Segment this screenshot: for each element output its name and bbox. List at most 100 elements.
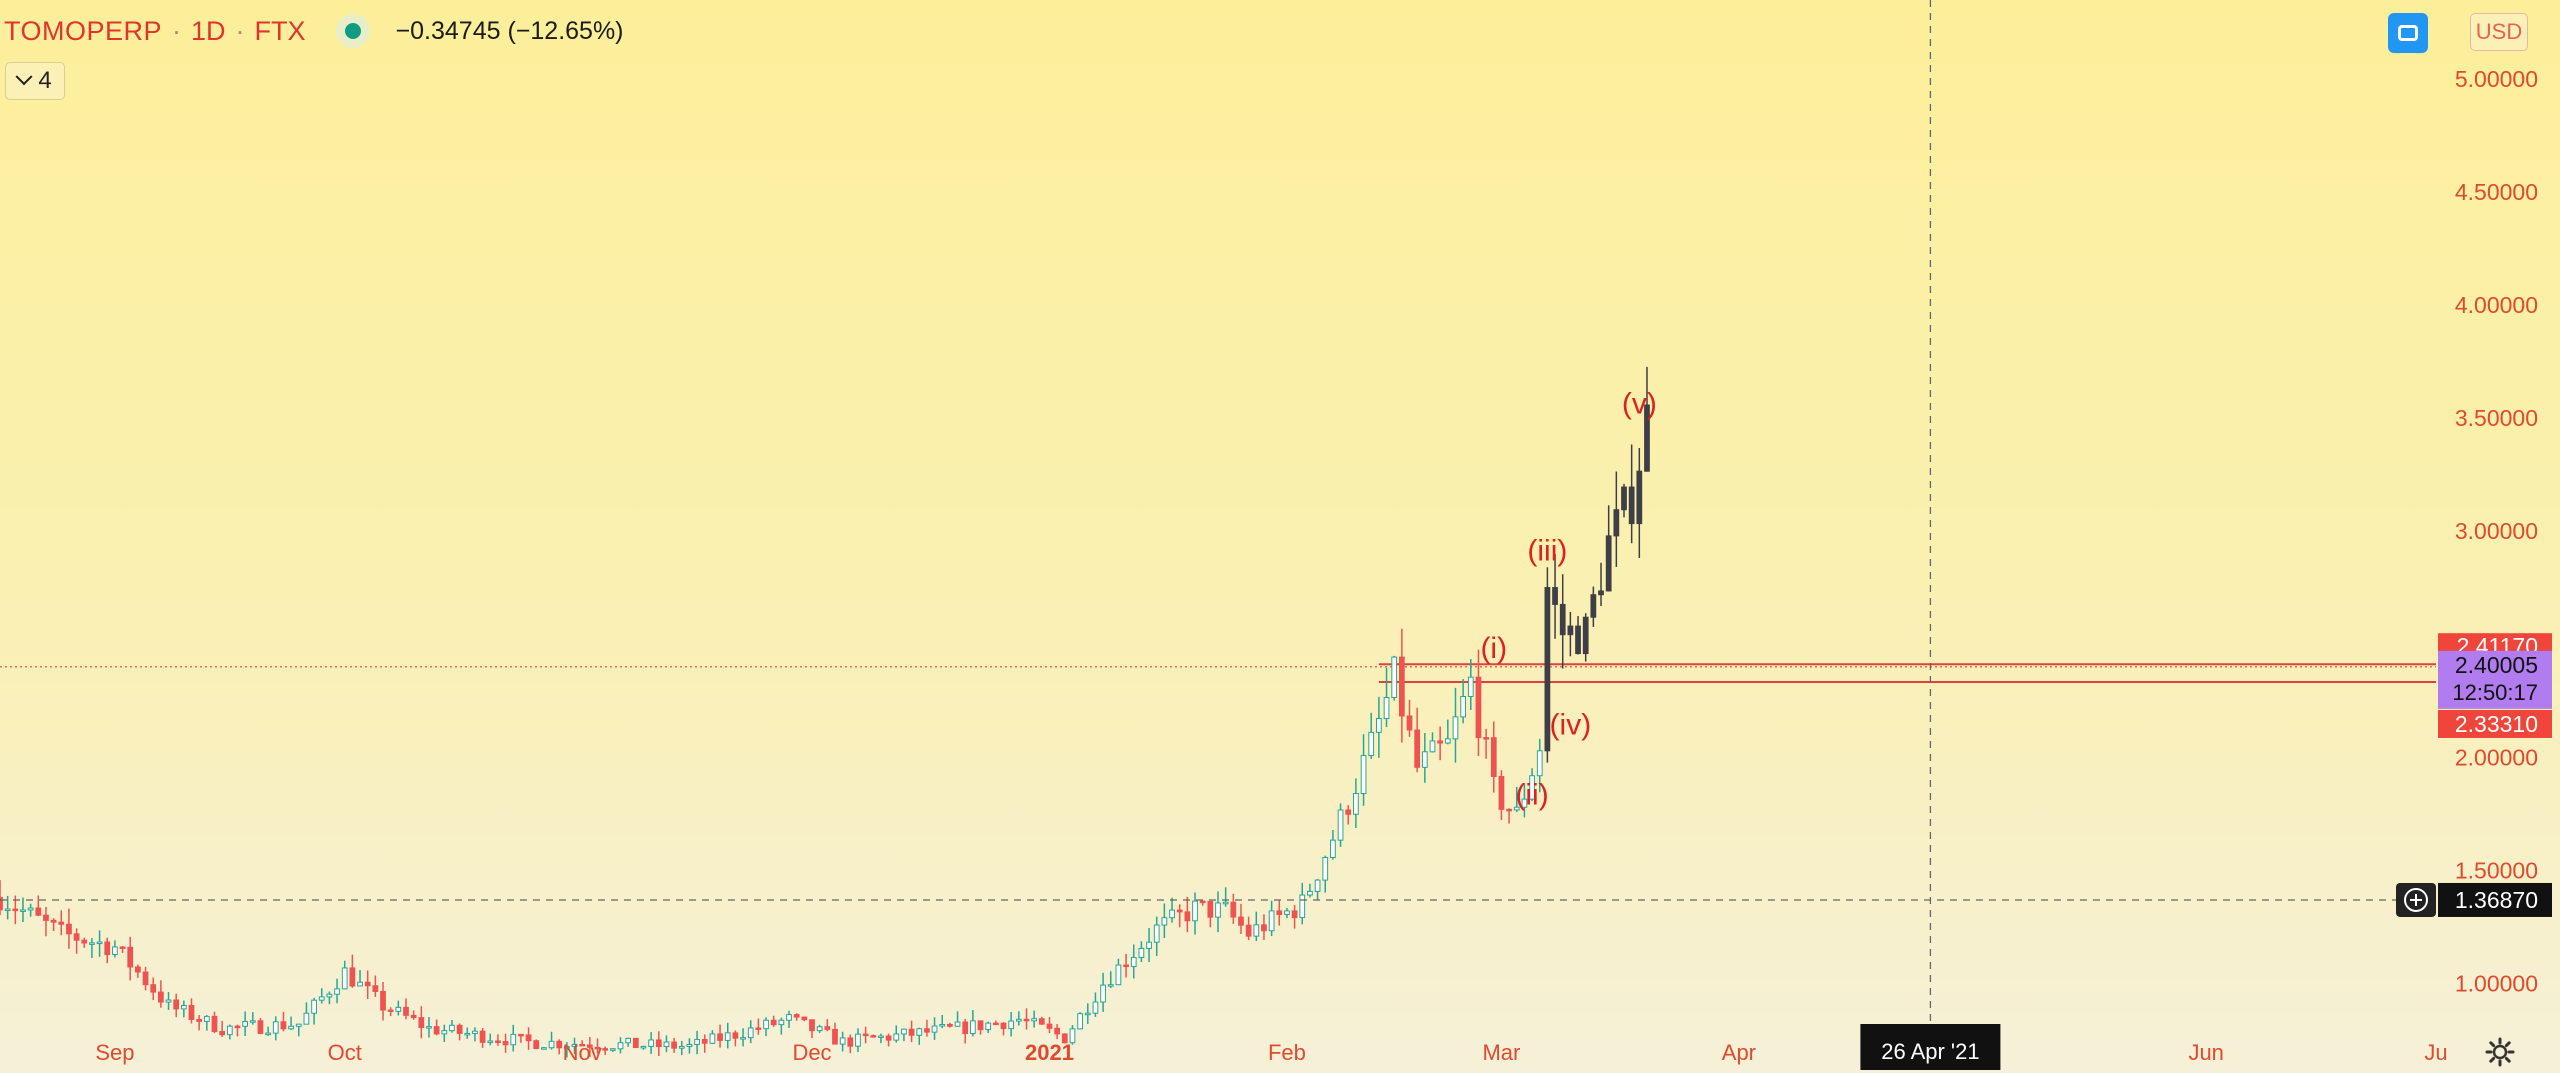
candle — [701, 1034, 708, 1053]
candle-body — [1375, 718, 1382, 733]
candle-body — [1598, 590, 1604, 596]
market-status-icon[interactable] — [335, 14, 370, 48]
horizontal-levels — [0, 663, 2436, 683]
candle — [27, 903, 34, 917]
candle-body — [81, 939, 88, 944]
candle-body — [479, 1030, 486, 1043]
candle-body — [12, 908, 19, 912]
candle — [1046, 1016, 1053, 1033]
candle — [1307, 883, 1313, 898]
candle — [1567, 611, 1574, 657]
candle — [226, 1024, 233, 1040]
interval-label[interactable]: 1D — [191, 15, 226, 46]
plus-icon — [2404, 887, 2428, 912]
candle — [518, 1033, 524, 1043]
symbol-name[interactable]: TOMOPERP — [4, 15, 163, 46]
candle — [908, 1020, 915, 1043]
candle-body — [318, 996, 325, 1001]
candle — [1429, 732, 1436, 753]
candle-body — [1161, 917, 1168, 926]
candle — [1598, 562, 1604, 607]
candle — [1054, 1024, 1061, 1040]
candle-body — [249, 1020, 256, 1023]
gear-icon[interactable] — [2484, 1036, 2516, 1068]
candle — [1092, 992, 1099, 1017]
crosshair-date-label: 26 Apr '21 — [1881, 1039, 1979, 1064]
candle-body — [939, 1023, 946, 1027]
candle-body — [1605, 535, 1612, 592]
candle — [1483, 728, 1489, 759]
candle — [1215, 891, 1221, 933]
candle — [1582, 613, 1589, 662]
candle-body — [678, 1045, 685, 1049]
exchange-label: FTX — [254, 15, 306, 46]
candle — [1628, 444, 1635, 544]
price-tick-label: 3.50000 — [2455, 405, 2538, 431]
candle-body — [1467, 676, 1474, 697]
candle — [770, 1015, 777, 1027]
candle-body — [1284, 910, 1290, 915]
wave-label: (iv) — [1550, 709, 1592, 742]
candle — [119, 946, 126, 953]
candle-body — [472, 1030, 478, 1034]
candle-body — [173, 999, 180, 1010]
candle — [709, 1030, 716, 1045]
collapse-indicators-button[interactable]: 4 — [5, 62, 65, 100]
candle-body — [1222, 901, 1229, 905]
candle-body — [525, 1034, 532, 1042]
crosshair-date-label-bg — [1860, 1024, 2001, 1070]
candle — [1437, 726, 1444, 761]
candle-body — [1130, 956, 1137, 968]
candle-body — [380, 990, 386, 1011]
currency-button[interactable]: USD — [2470, 13, 2528, 51]
candle-body — [502, 1041, 509, 1046]
candle — [625, 1037, 632, 1047]
candle — [58, 910, 65, 936]
candle-body — [196, 1018, 203, 1022]
candle-body — [740, 1037, 746, 1040]
candle-body — [188, 1004, 195, 1020]
candle — [801, 1016, 808, 1022]
candle — [1253, 911, 1260, 942]
crosshair-price-label: 1.36870 — [2455, 887, 2538, 913]
fullscreen-button[interactable] — [2388, 13, 2428, 53]
candle — [893, 1025, 900, 1043]
candle — [1406, 699, 1413, 737]
candle-body — [1115, 964, 1122, 986]
price-axis[interactable]: 5.00000 4.50000 4.00000 3.50000 3.00000 2.000… — [2396, 66, 2552, 996]
candle-body — [334, 988, 340, 995]
candle-body — [885, 1035, 892, 1041]
candle — [594, 1038, 601, 1054]
candle-body — [663, 1041, 670, 1048]
candle — [1261, 914, 1267, 940]
candle-body — [303, 1012, 310, 1025]
candle — [1621, 483, 1627, 518]
candle — [1153, 916, 1160, 957]
candle-body — [824, 1026, 831, 1030]
candle-body — [1613, 509, 1620, 537]
candle — [1360, 734, 1367, 806]
candle — [939, 1014, 946, 1029]
candle — [418, 1006, 425, 1039]
candle — [334, 978, 340, 1004]
candle — [20, 897, 26, 922]
time-axis[interactable]: Sep Oct Nov Dec 2021 Feb Mar Apr Jun Ju 26 Apr '21 — [95, 1024, 2448, 1070]
candle — [257, 1017, 264, 1035]
separator-dot: · — [172, 15, 182, 46]
candle-body — [778, 1019, 785, 1026]
time-tick-label: Apr — [1722, 1040, 1756, 1065]
last-price-label-bg — [2438, 650, 2552, 709]
candle-body — [165, 999, 172, 1003]
candle — [1061, 1033, 1068, 1044]
candle — [1100, 972, 1106, 1012]
candle-body — [157, 991, 164, 1003]
candle-body — [541, 1047, 547, 1050]
candle-body — [586, 1044, 593, 1048]
candle — [1490, 721, 1497, 793]
candle — [924, 1019, 930, 1037]
candle-body — [96, 941, 103, 945]
time-tick-label: Dec — [792, 1040, 831, 1065]
candle-body — [1046, 1023, 1053, 1029]
candle-body — [870, 1035, 877, 1038]
